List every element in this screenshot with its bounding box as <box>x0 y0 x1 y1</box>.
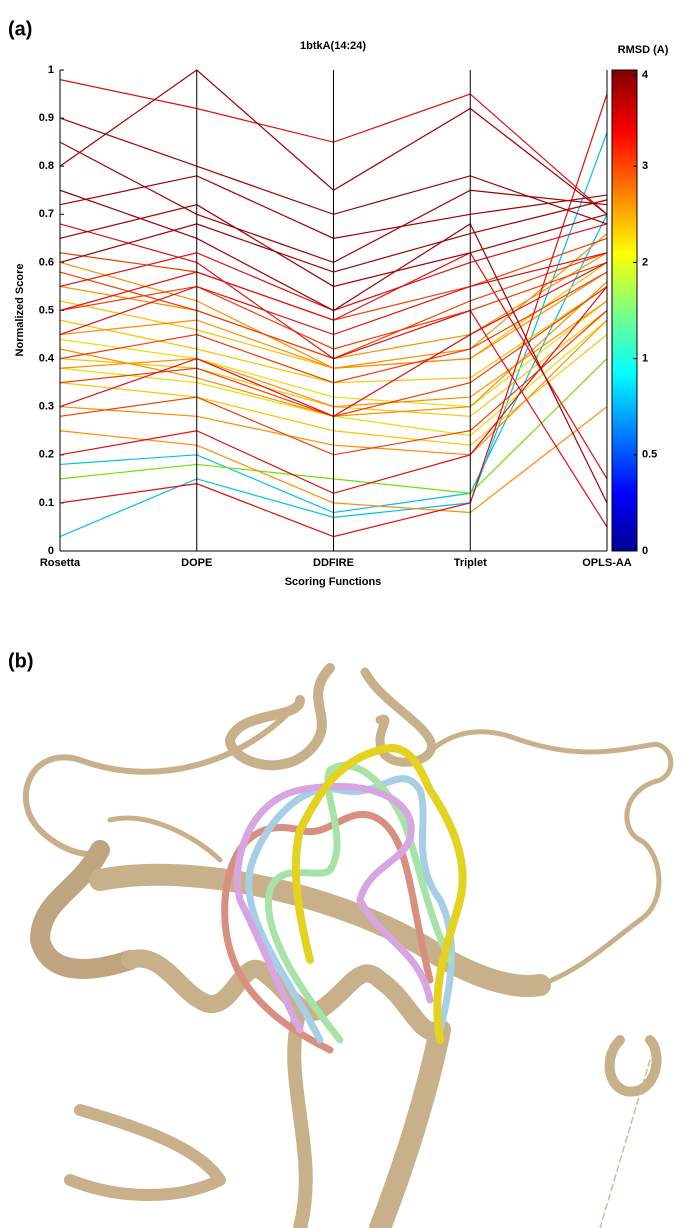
panel-label: (b) <box>8 650 34 672</box>
y-tick-label: 0 <box>48 545 54 557</box>
protein-structure <box>22 663 674 1228</box>
x-tick-label: Triplet <box>454 557 487 569</box>
y-tick-label: 0.5 <box>39 304 54 316</box>
colorbar-tick-label: 0 <box>642 545 648 557</box>
y-tick-label: 0.2 <box>39 449 54 461</box>
colorbar <box>611 69 638 552</box>
x-tick-label: OPLS-AA <box>582 557 632 569</box>
colorbar-tick-label: 1 <box>642 353 648 365</box>
plot-area: 0 0.1 0.2 0.3 0.4 0.5 0.6 0.7 0.8 0.9 1 Rosetta DOPE… <box>39 64 658 569</box>
y-tick-label: 0.8 <box>39 160 54 172</box>
colorbar-tick-label: 0.5 <box>642 449 657 461</box>
y-tick-label: 0.3 <box>39 401 54 413</box>
colorbar-tick-label: 4 <box>642 69 649 81</box>
x-tick-label: DOPE <box>181 557 212 569</box>
colorbar-tick-label: 2 <box>642 256 648 268</box>
colorbar-tick-label: 3 <box>642 160 648 172</box>
x-axis-label: Scoring Functions <box>285 576 382 588</box>
y-axis-label: Normalized Score <box>14 264 26 357</box>
colorbar-label: RMSD (A) <box>618 44 669 56</box>
y-tick-label: 0.4 <box>39 353 55 365</box>
y-tick-label: 0.9 <box>39 112 54 124</box>
y-tick-label: 1 <box>48 64 54 76</box>
y-tick-label: 0.1 <box>39 497 54 509</box>
chart-title: 1btkA(14:24) <box>300 40 366 52</box>
y-tick-label: 0.6 <box>39 256 54 268</box>
y-tick-label: 0.7 <box>39 208 54 220</box>
panel-label: (a) <box>8 18 32 40</box>
x-tick-label: Rosetta <box>40 557 81 569</box>
x-tick-label: DDFIRE <box>313 557 354 569</box>
